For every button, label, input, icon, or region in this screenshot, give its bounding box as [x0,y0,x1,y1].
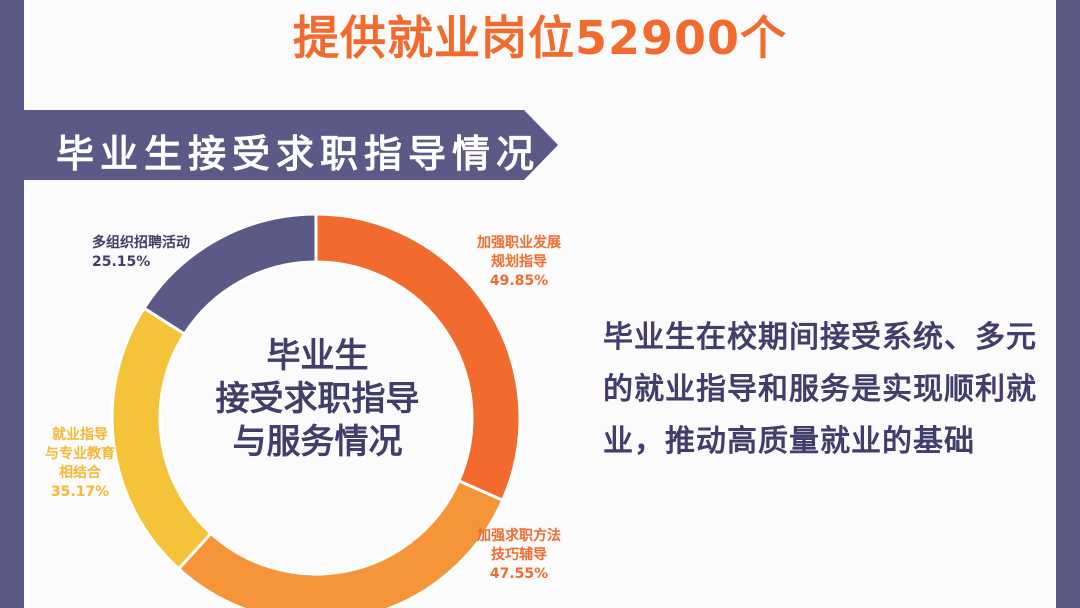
description-text: 毕业生在校期间接受系统、多元的就业指导和服务是实现顺利就业，推动高质量就业的基础 [603,320,1037,459]
headline: 提供就业岗位52900个 [292,11,788,65]
data-label: 47.55% [489,566,549,582]
label-line: 与专业教育 [45,446,115,462]
donut-slice-2 [110,306,214,571]
slice-label-job-skills: 加强求职方法 技巧辅导 47.55% [464,527,574,584]
donut-slice-3 [142,212,318,337]
data-label: 35.17% [50,484,110,500]
donut-slice-1 [176,478,505,608]
label-line: 加强职业发展 [477,235,561,251]
center-line-1: 毕业生 [266,336,369,376]
label-line: 就业指导 [52,427,108,443]
chart-center-label: 毕业生 接受求职指导 与服务情况 [205,335,430,464]
data-label: 49.85% [489,273,549,289]
section-title: 毕业生接受求职指导情况 [56,132,541,176]
slice-label-career-planning: 加强职业发展 规划指导 49.85% [464,234,574,291]
slice-label-major-education: 就业指导 与专业教育 相结合 35.17% [35,426,125,502]
label-line: 技巧辅导 [491,547,547,563]
section-banner: 毕业生接受求职指导情况 [24,110,558,180]
center-line-2: 接受求职指导 [215,379,420,419]
banner-arrow-shape [24,110,558,180]
slice-label-recruitment: 多组织招聘活动 25.15% [92,234,190,272]
label-line: 相结合 [59,465,101,481]
label-line: 多组织招聘活动 [92,235,190,251]
data-label: 25.15% [92,254,151,270]
donut-slice-0 [314,212,522,503]
center-line-3: 与服务情况 [232,422,403,462]
label-line: 规划指导 [491,254,547,270]
label-line: 加强求职方法 [477,528,561,544]
